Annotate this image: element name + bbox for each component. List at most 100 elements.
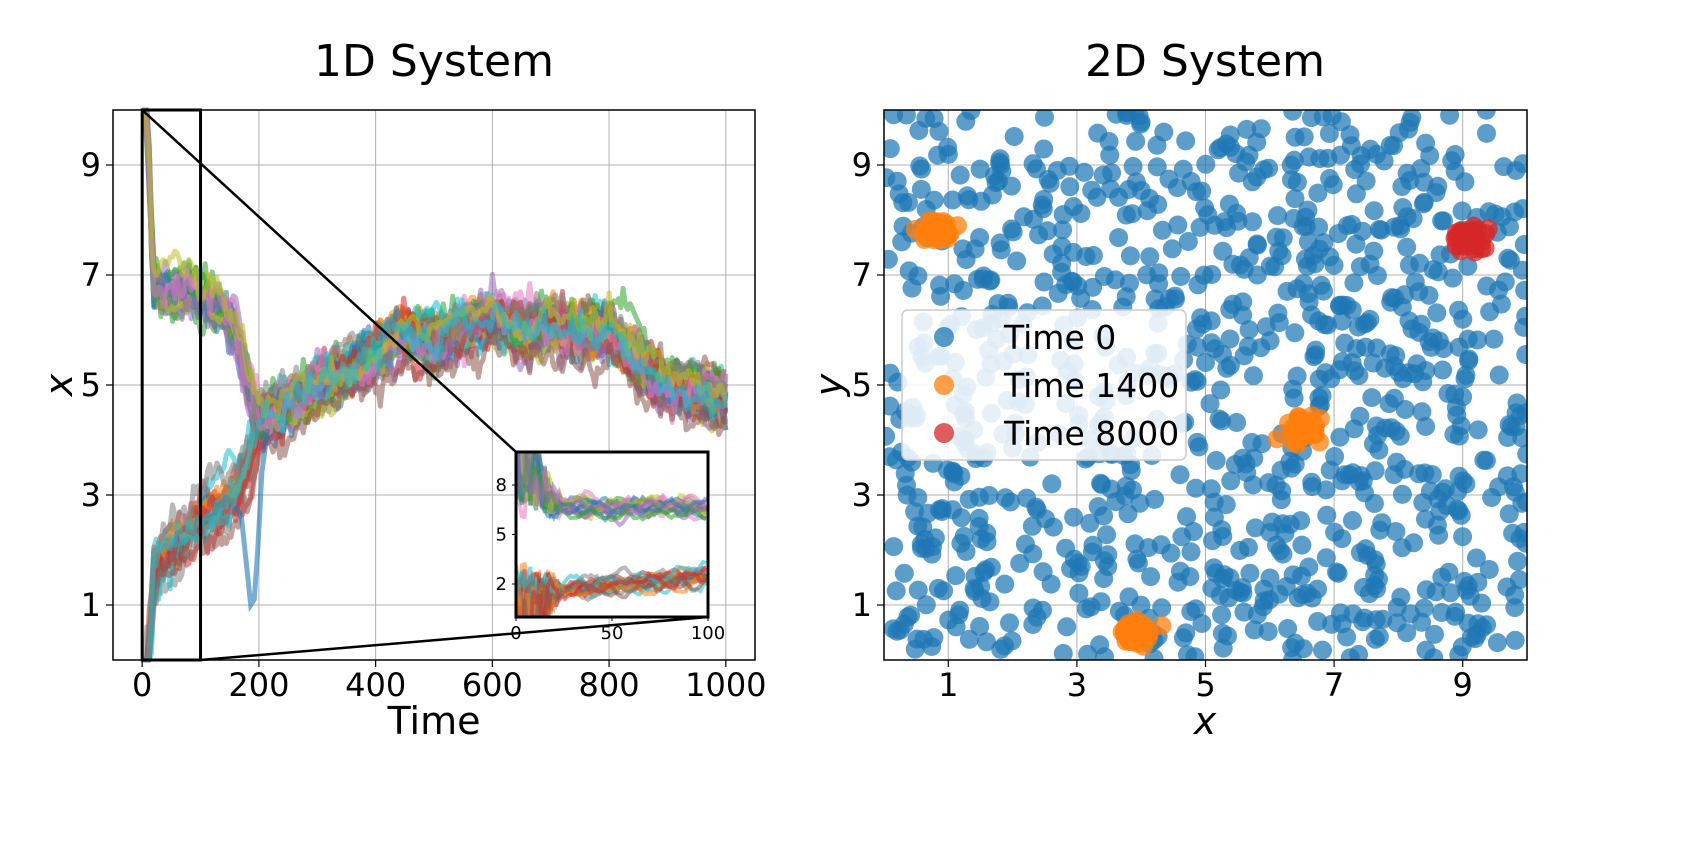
scatter-point-time-0	[1177, 507, 1197, 527]
scatter-point-time-0	[1190, 217, 1210, 237]
scatter-point-time-0	[970, 159, 990, 179]
inset-trajectory-line	[516, 452, 707, 516]
scatter-point-time-0	[991, 240, 1011, 260]
scatter-point-time-0	[1272, 246, 1292, 266]
scatter-point-time-0	[886, 581, 906, 601]
scatter-point-time-0	[1097, 525, 1117, 545]
scatter-point-time-0	[1287, 366, 1307, 386]
scatter-point-time-0	[1237, 119, 1257, 139]
scatter-point-time-0	[1386, 421, 1406, 441]
scatter-point-time-0	[1335, 333, 1355, 353]
scatter-point-time-0	[1368, 425, 1388, 445]
scatter-point-time-0	[1094, 569, 1114, 589]
scatter-point-time-0	[1321, 369, 1341, 389]
scatter-point-time-0	[1038, 221, 1057, 241]
scatter-point-time-0	[1212, 605, 1232, 625]
scatter-point-time-0	[907, 629, 927, 649]
right-x-ticks: 1 3 5 7 9	[938, 660, 1473, 704]
scatter-point-time-0	[1468, 330, 1488, 350]
scatter-point-time-0	[1505, 630, 1525, 650]
scatter-point-time-1400	[1134, 616, 1154, 636]
scatter-point-time-0	[1330, 427, 1350, 447]
scatter-point-time-0	[995, 636, 1015, 656]
scatter-point-time-0	[1285, 323, 1305, 343]
scatter-point-time-0	[1425, 624, 1444, 644]
scatter-point-time-0	[884, 396, 900, 416]
scatter-point-time-0	[1363, 353, 1383, 373]
scatter-point-time-0	[1023, 615, 1043, 634]
scatter-point-time-0	[1380, 135, 1400, 155]
scatter-point-time-0	[1416, 417, 1436, 436]
scatter-point-time-0	[890, 620, 910, 640]
scatter-point-time-0	[1511, 464, 1527, 484]
scatter-point-time-0	[1316, 480, 1336, 500]
scatter-point-time-0	[1239, 248, 1259, 268]
scatter-point-time-0	[1516, 345, 1527, 364]
right-chart-title: 2D System	[1085, 36, 1325, 87]
scatter-point-time-0	[1419, 285, 1439, 305]
scatter-point-time-0	[1297, 256, 1317, 276]
scatter-point-time-0	[953, 281, 973, 300]
scatter-point-time-0	[1413, 493, 1433, 513]
scatter-point-time-0	[1091, 473, 1111, 493]
scatter-point-time-0	[1487, 633, 1507, 653]
scatter-point-time-0	[1439, 562, 1459, 582]
scatter-point-time-0	[976, 560, 996, 580]
left-x-tick-label: 600	[462, 666, 523, 704]
scatter-point-time-0	[986, 173, 1006, 193]
legend-box	[901, 309, 1187, 461]
scatter-point-time-0	[1331, 112, 1351, 132]
scatter-point-time-0	[897, 475, 916, 495]
scatter-point-time-0	[1147, 157, 1167, 177]
scatter-point-time-0	[970, 617, 990, 636]
scatter-point-time-0	[959, 190, 979, 210]
scatter-point-time-0	[1291, 511, 1311, 531]
scatter-point-time-0	[1355, 608, 1375, 628]
scatter-point-time-0	[911, 179, 931, 199]
scatter-point-time-0	[916, 595, 936, 615]
scatter-point-time-0	[1211, 380, 1231, 400]
scatter-point-time-0	[1161, 543, 1181, 563]
scatter-point-time-0	[1064, 507, 1084, 527]
scatter-point-time-0	[980, 592, 1000, 612]
scatter-point-time-0	[1178, 232, 1198, 251]
right-x-tick-label: 5	[1195, 666, 1215, 704]
scatter-point-time-0	[1152, 220, 1172, 240]
scatter-point-time-0	[1386, 522, 1406, 541]
scatter-point-time-0	[1003, 222, 1023, 242]
scatter-point-time-0	[1325, 447, 1345, 466]
scatter-point-time-0	[908, 580, 928, 600]
left-y-tick-label: 3	[81, 476, 101, 514]
scatter-point-time-0	[1123, 157, 1143, 176]
scatter-point-time-0	[1002, 176, 1021, 196]
scatter-point-time-0	[1220, 355, 1240, 375]
scatter-point-time-0	[1514, 522, 1527, 542]
scatter-point-time-0	[1447, 499, 1467, 519]
scatter-point-time-0	[1119, 587, 1139, 607]
scatter-point-time-0	[1105, 270, 1125, 290]
scatter-point-time-0	[1171, 267, 1191, 286]
scatter-point-time-0	[995, 488, 1015, 508]
scatter-point-time-0	[1357, 313, 1377, 333]
scatter-point-time-0	[1234, 346, 1254, 366]
scatter-point-time-0	[1495, 272, 1515, 292]
scatter-point-time-0	[1120, 246, 1140, 266]
scatter-point-time-0	[1387, 452, 1407, 472]
scatter-point-time-0	[1034, 190, 1054, 209]
right-x-tick-label: 9	[1453, 666, 1473, 704]
left-x-tick-label: 0	[132, 666, 152, 704]
scatter-point-time-0	[1083, 535, 1103, 555]
scatter-point-time-0	[1323, 175, 1343, 195]
scatter-point-time-0	[1173, 159, 1193, 179]
scatter-point-time-0	[884, 447, 900, 467]
scatter-point-time-0	[1007, 251, 1027, 271]
scatter-point-time-0	[1505, 598, 1525, 618]
scatter-point-time-0	[1271, 490, 1291, 510]
right-x-tick-label: 7	[1324, 666, 1344, 704]
scatter-point-time-0	[1333, 352, 1352, 371]
scatter-point-time-0	[1196, 154, 1216, 174]
scatter-point-time-0	[928, 578, 948, 598]
scatter-point-time-0	[1391, 219, 1411, 239]
scatter-point-time-0	[1196, 353, 1215, 372]
